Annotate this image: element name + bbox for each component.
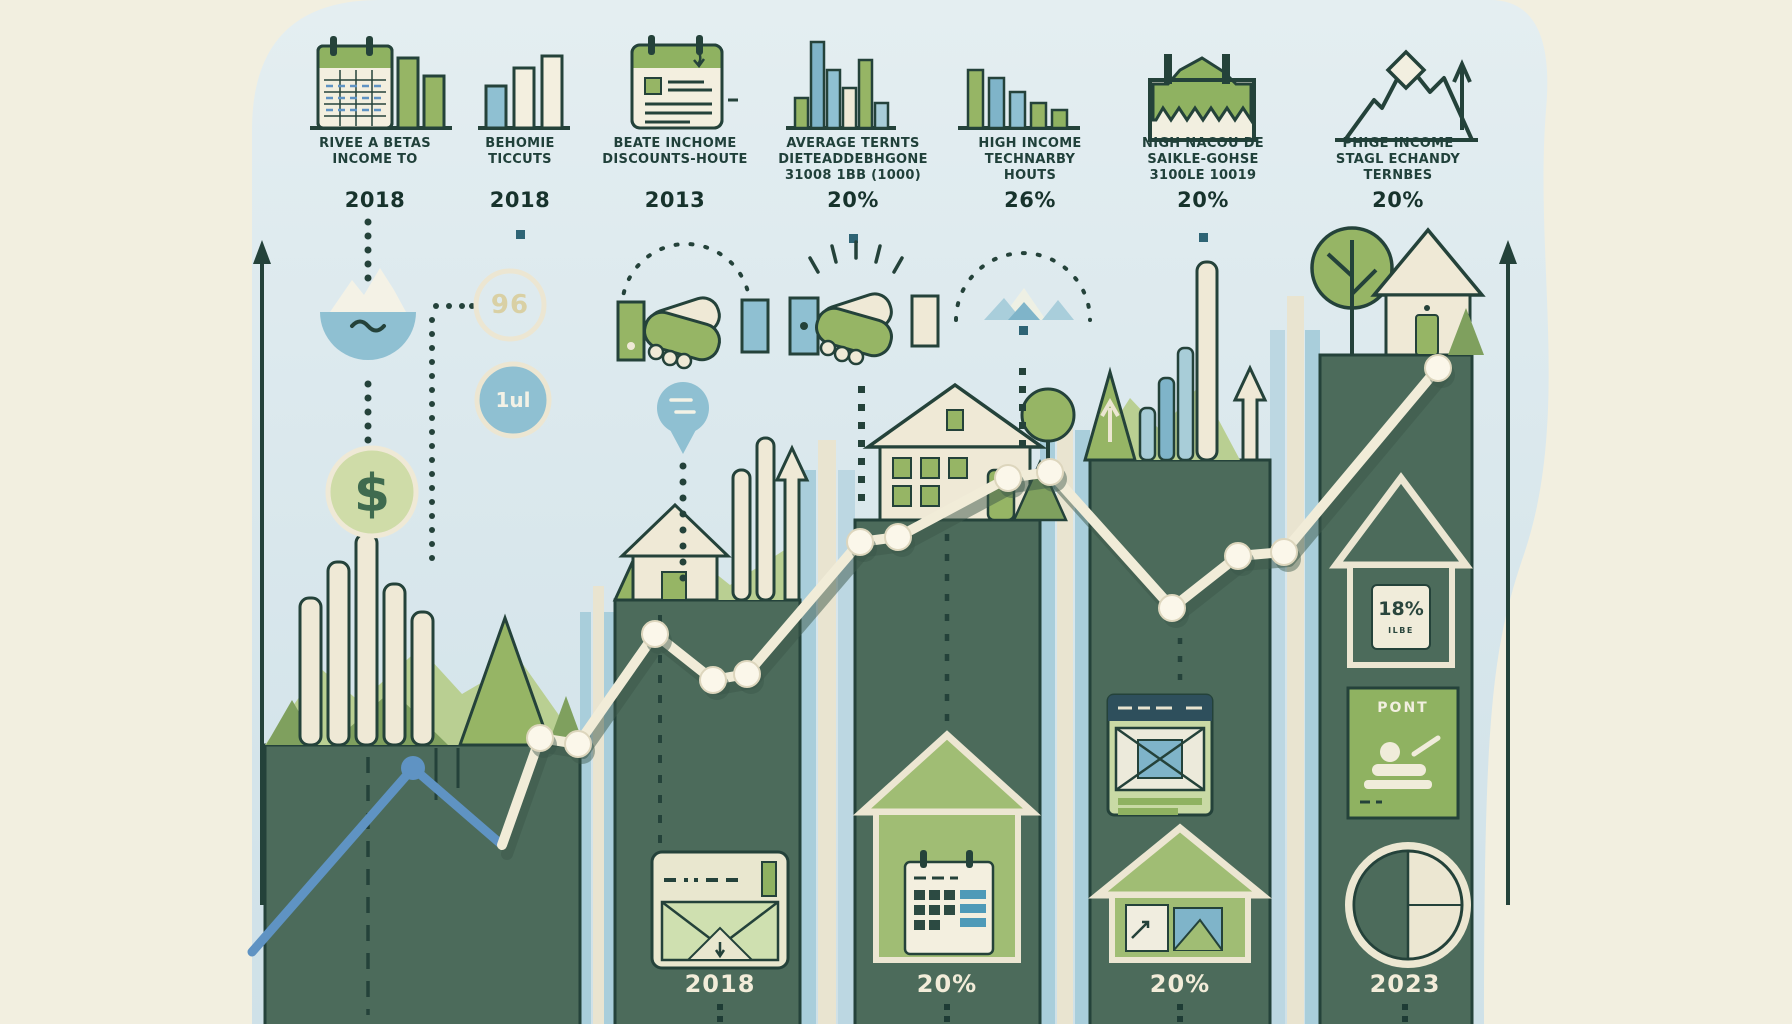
pine-tree-icon [457, 613, 553, 747]
column-label-line: TERNBES [1363, 168, 1433, 183]
top-column-5: HIGH INCOME TECHNARBY HOUTS [978, 136, 1081, 184]
bar-chart-icon [478, 54, 570, 130]
chart-circle-badge-bg [474, 361, 552, 439]
column-2-scenery [612, 436, 810, 845]
banner-label: PONT [1377, 700, 1429, 716]
chart-circle-badge: 1ul [495, 388, 531, 412]
round-tree-icon [1020, 387, 1076, 443]
envelope-card [650, 850, 790, 970]
grouped-bar-chart-icon [786, 40, 896, 130]
dotted-guides [364, 218, 1026, 582]
figure-icon [1380, 742, 1400, 762]
growth-bars-icon [1138, 260, 1219, 462]
declining-bar-chart-icon [958, 68, 1080, 130]
card-tab [761, 861, 777, 897]
column-label-line: HOUTS [1003, 168, 1057, 183]
dollar-icon: $ [353, 464, 391, 524]
house-documents-card [1088, 823, 1272, 963]
column-label-line: DIETEADDEBHGONE [778, 152, 928, 167]
small-pine-icon [1448, 308, 1484, 355]
column-value: 2013 [644, 188, 706, 212]
top-column-1: RIVEE A BETAS INCOME TO [319, 136, 431, 168]
attic-window-icon [946, 409, 964, 431]
column-label-line: SAIKLE-GOHSE [1147, 152, 1259, 167]
dollar-circle-icon [325, 445, 419, 539]
column-5-scenery [1310, 226, 1486, 357]
column-label-line: DISCOUNTS-HOUTE [602, 152, 748, 167]
bottom-label-2: 20% [916, 970, 978, 998]
column-label-line: STAGL ECHANDY [1335, 152, 1461, 167]
bottom-label-3: 20% [1149, 970, 1211, 998]
mountain-peak-arrow-icon [1335, 49, 1478, 142]
house-calendar-card [852, 730, 1042, 963]
calendar-note-icon [630, 35, 738, 130]
house-sign-caption: ILBE [1388, 626, 1414, 635]
right-axis [1499, 240, 1517, 905]
blue-trend-line [247, 756, 507, 957]
blue-marker [401, 756, 425, 780]
column-label-line: PHIGE INCOME [1342, 136, 1454, 151]
pie-chart-icon [1345, 842, 1471, 968]
column-label-line: 31008 1BB (1000) [784, 168, 921, 183]
bottom-label-dots [717, 1004, 1408, 1022]
accent-squares [516, 230, 1208, 335]
left-axis [253, 240, 271, 905]
column-4-scenery [1083, 260, 1268, 462]
column-label-line: BEATE INCHOME [613, 136, 737, 151]
column-label-line: HIGH INCOME [978, 136, 1082, 151]
column-value: 20% [1372, 188, 1424, 212]
column-label-line: BEHOMIE [485, 136, 555, 151]
column-value: 2018 [344, 188, 406, 212]
house-door-icon [1415, 314, 1439, 356]
circle-badge-ring [473, 268, 547, 342]
column-label-line: 3100LE 10019 [1149, 168, 1257, 183]
map-pin-icon [657, 382, 709, 454]
column-label-line: TECHNARBY [984, 152, 1076, 167]
up-arrow-icon [774, 444, 810, 602]
top-column-7: PHIGE INCOME STAGL ECHANDY TERNBES [1336, 136, 1460, 184]
building-windows-icon [892, 457, 968, 507]
circle-badge: 96 [490, 290, 530, 320]
line-markers [526, 354, 1455, 764]
cream-trend-line [497, 354, 1455, 860]
handshake-icon-2 [788, 240, 940, 366]
column-label-line: RIVEE A BETAS [319, 136, 431, 151]
column-value: 20% [1177, 188, 1229, 212]
column-label-line: TICCUTS [488, 152, 552, 167]
mountain-arc-icon [954, 251, 1092, 322]
iceberg-icon [320, 268, 416, 360]
rounded-bars-icon [731, 436, 776, 602]
up-arrow-icon [1232, 364, 1268, 462]
top-column-3: BEATE INCHOME DISCOUNTS-HOUTE [602, 136, 747, 168]
column-value: 26% [1004, 188, 1056, 212]
tree-arrow-icon [1100, 397, 1120, 442]
column-label-line: INCOME TO [332, 152, 418, 167]
column-label-line: NIGH NACOU DE [1142, 136, 1264, 151]
bottom-label-1: 2018 [684, 970, 756, 998]
top-column-2: BEHOMIE TICCUTS [485, 136, 554, 168]
top-column-4: AVERAGE TERNTS DIETEADDEBHGONE 31008 1BB… [778, 136, 928, 184]
bottom-label-4: 2023 [1369, 970, 1441, 998]
calendar-bar-chart-icon [310, 36, 452, 130]
rounded-bars-icon [298, 532, 435, 747]
sign-board [1371, 584, 1431, 650]
handshake-icon-1 [616, 242, 770, 370]
mail-report-card [1106, 638, 1214, 817]
mountain-banner-icon [1148, 54, 1256, 142]
house-sign-value: 18% [1378, 598, 1424, 620]
column-label-line: AVERAGE TERNTS [786, 136, 920, 151]
column-1-scenery [265, 532, 584, 1015]
house-sign-card [1329, 472, 1473, 668]
banner-card [1346, 686, 1460, 820]
column-value: 20% [827, 188, 879, 212]
top-column-6: NIGH NACOU DE SAIKLE-GOHSE 3100LE 10019 [1142, 136, 1264, 184]
column-value: 2018 [489, 188, 551, 212]
